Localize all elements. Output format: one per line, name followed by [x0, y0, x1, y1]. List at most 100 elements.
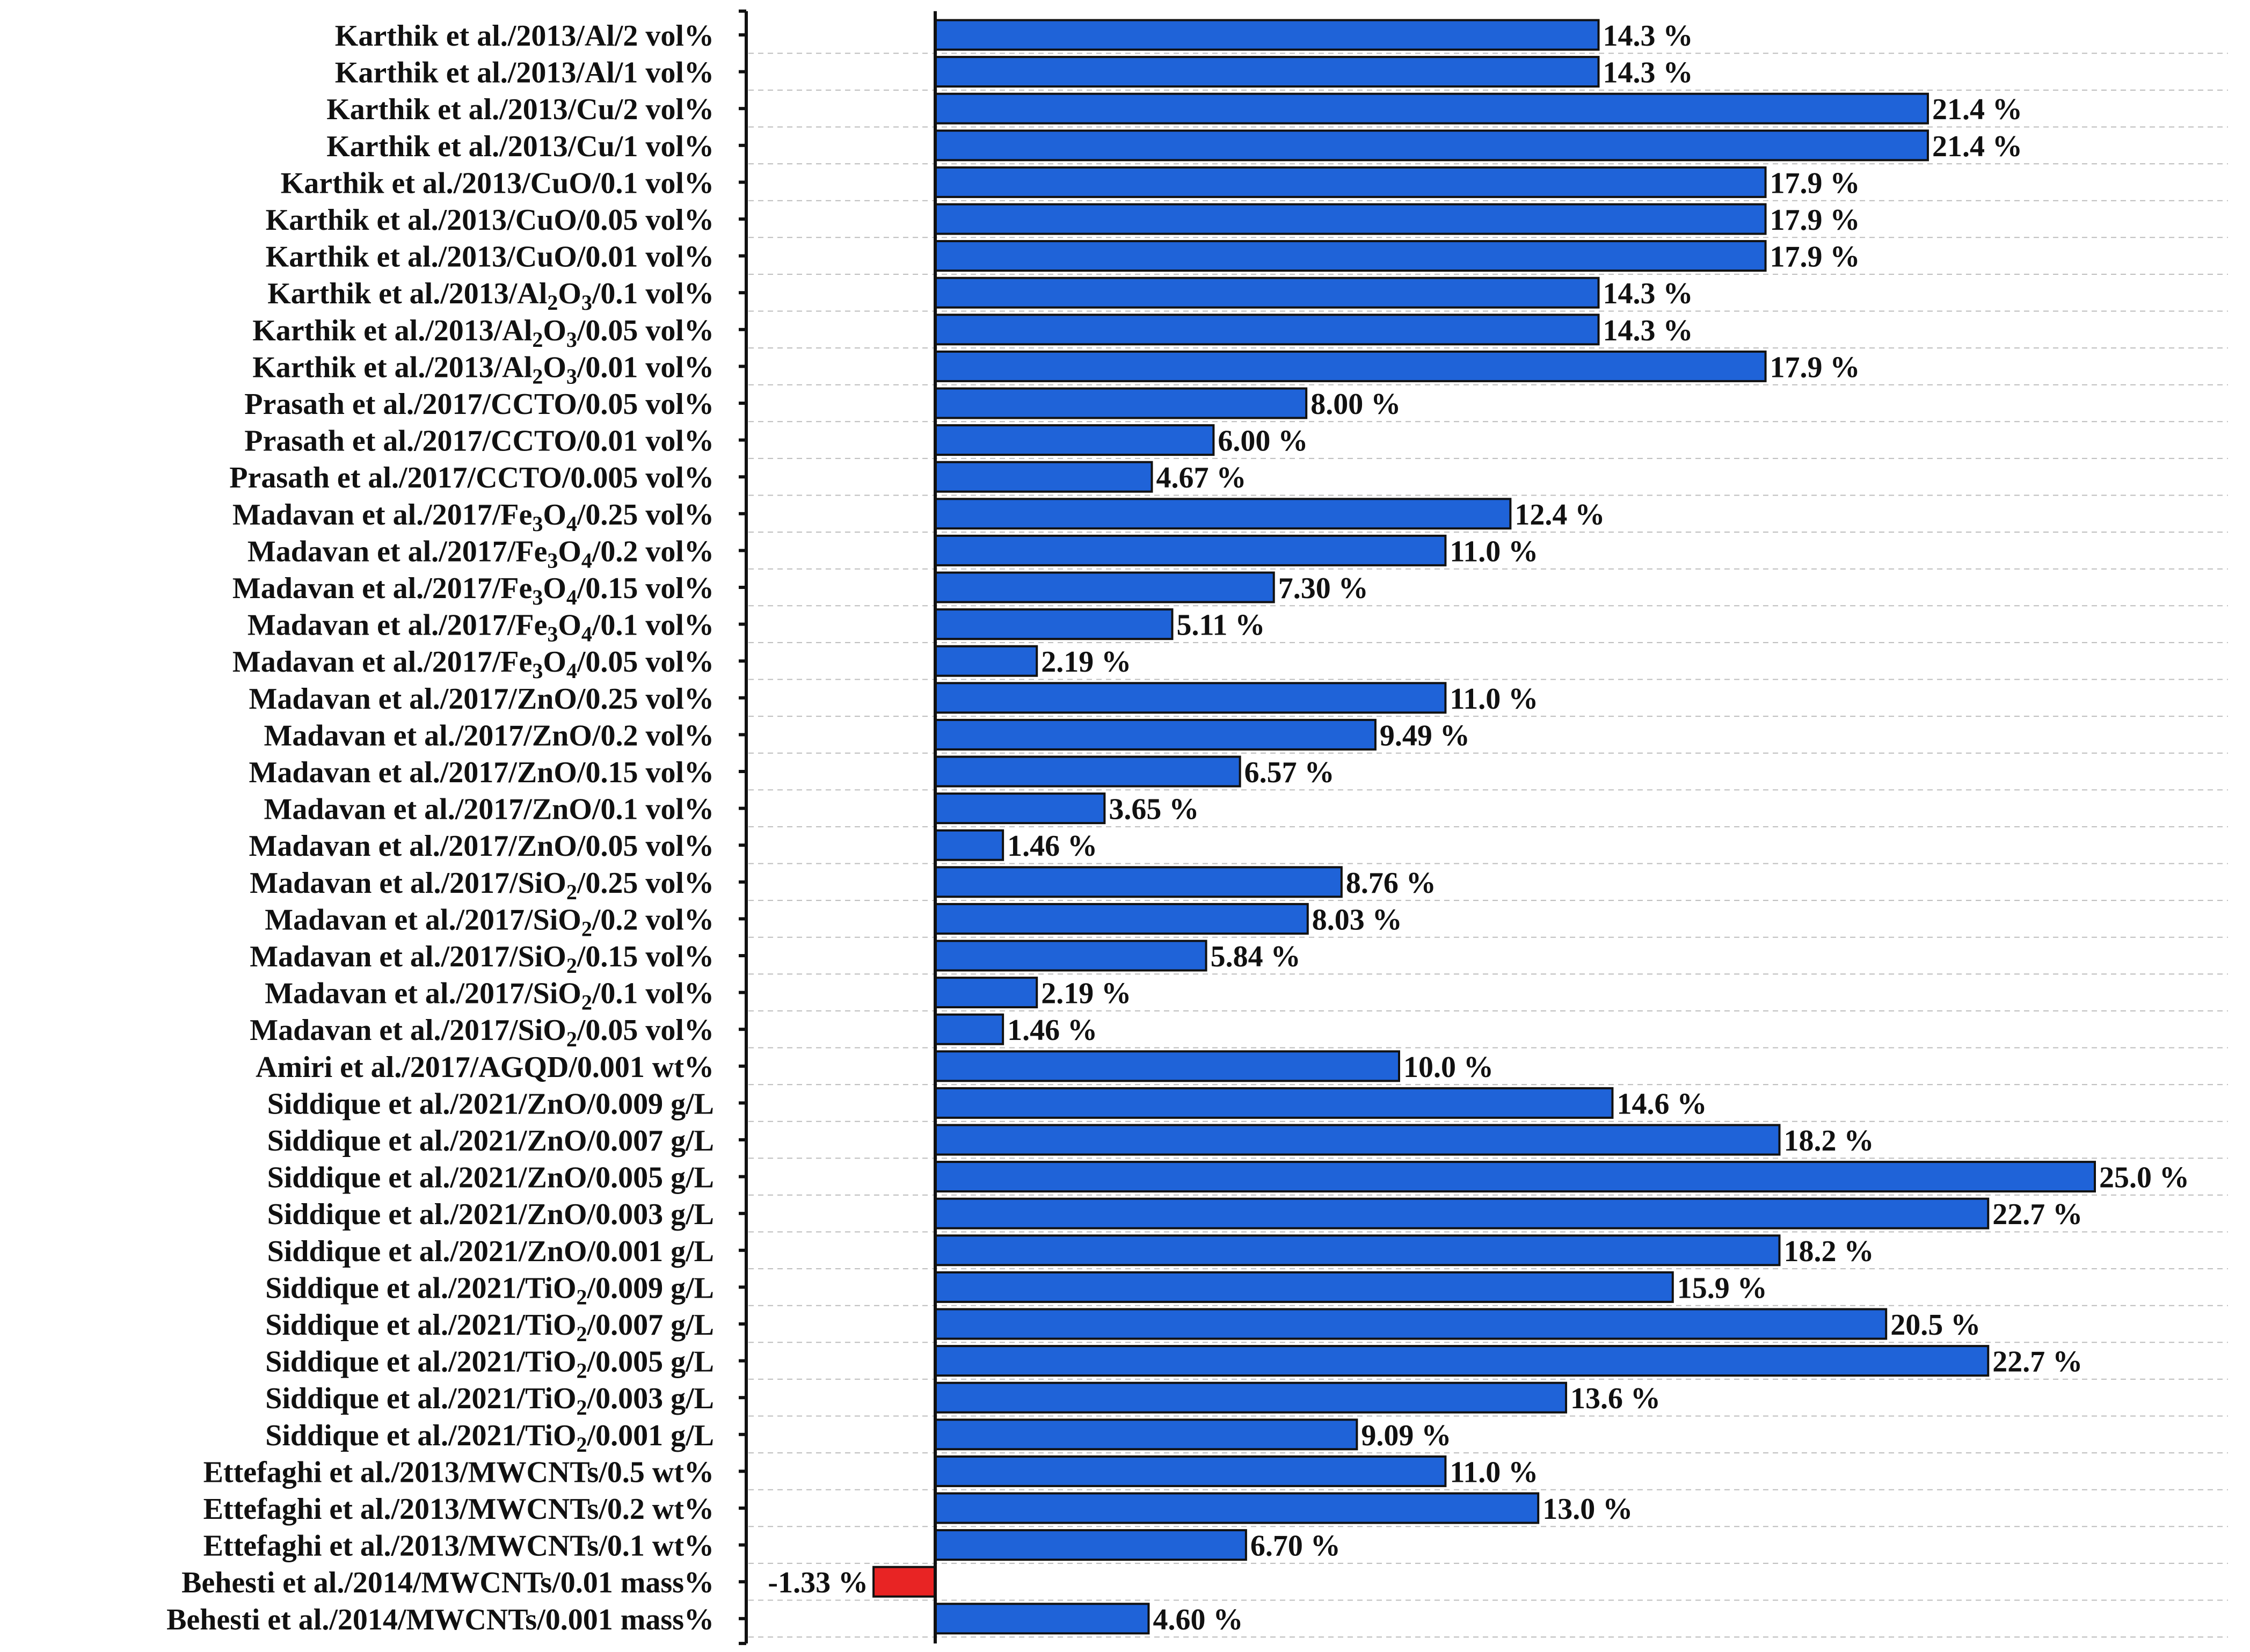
- value-label: 6.00 %: [1218, 425, 1308, 458]
- bar: [934, 1455, 1447, 1487]
- category-label: Siddique et al./2021/TiO2​/0.001 g/L: [265, 1419, 714, 1457]
- value-label: 15.9 %: [1677, 1271, 1767, 1305]
- value-label: 14.6 %: [1616, 1087, 1707, 1120]
- bar: [934, 1087, 1614, 1119]
- category-label: Siddique et al./2021/TiO2​/0.009 g/L: [265, 1271, 714, 1309]
- category-label: Madavan et al./2017/ZnO/0.1 vol%: [264, 793, 715, 826]
- category-label: Siddique et al./2021/ZnO/0.005 g/L: [267, 1161, 714, 1195]
- value-label: 14.3 %: [1603, 19, 1693, 53]
- bar: [934, 276, 1600, 309]
- bar: [934, 792, 1106, 825]
- category-label: Siddique et al./2021/ZnO/0.007 g/L: [267, 1124, 714, 1158]
- category-label: Siddique et al./2021/ZnO/0.009 g/L: [267, 1087, 714, 1120]
- category-label: Prasath et al./2017/CCTO/0.005 vol%: [229, 461, 714, 494]
- category-label: Behesti et al./2014/MWCNTs/0.001 mass%: [166, 1603, 714, 1636]
- category-label: Ettefaghi et al./2013/MWCNTs/0.2 wt%: [203, 1493, 714, 1526]
- bar: [934, 350, 1767, 382]
- bar: [934, 1603, 1150, 1635]
- value-label: 14.3 %: [1603, 277, 1693, 310]
- bar: [934, 1345, 1990, 1377]
- category-label: Karthik et al./2013/Cu/1 vol%: [326, 130, 714, 163]
- bar: [934, 1308, 1888, 1340]
- bar: [934, 56, 1600, 88]
- category-label: Karthik et al./2013/Al2​O3​/0.05 vol%: [252, 314, 714, 352]
- bar: [934, 1161, 2096, 1193]
- category-label: Madavan et al./2017/ZnO/0.05 vol%: [249, 829, 715, 863]
- bar: [934, 461, 1153, 493]
- bar: [934, 534, 1447, 566]
- value-label: 10.0 %: [1403, 1051, 1494, 1084]
- bar: [934, 755, 1241, 788]
- category-label: Madavan et al./2017/Fe3​O4​/0.2 vol%: [247, 535, 714, 572]
- value-label: 18.2 %: [1783, 1124, 1874, 1158]
- value-label: 25.0 %: [2099, 1161, 2189, 1195]
- category-labels: Karthik et al./2013/Al/2 vol%Karthik et …: [166, 19, 714, 1636]
- value-label: 5.84 %: [1211, 940, 1301, 973]
- value-label: 2.19 %: [1041, 645, 1131, 679]
- category-label: Madavan et al./2017/SiO2​/0.05 vol%: [250, 1014, 714, 1051]
- value-label: 21.4 %: [1932, 130, 2022, 163]
- value-label: 4.67 %: [1156, 461, 1246, 494]
- category-label: Prasath et al./2017/CCTO/0.05 vol%: [244, 388, 714, 421]
- value-label: 22.7 %: [1992, 1198, 2082, 1231]
- bar: [934, 203, 1767, 235]
- value-label: 4.60 %: [1153, 1603, 1243, 1636]
- value-label: 6.57 %: [1244, 756, 1335, 789]
- bar: [934, 682, 1447, 714]
- bar: [934, 903, 1309, 935]
- value-label: 5.11 %: [1177, 609, 1265, 642]
- bar: [934, 1013, 1004, 1045]
- bar: [934, 718, 1377, 751]
- value-label: -1.33 %: [768, 1566, 868, 1599]
- value-label: 1.46 %: [1007, 1014, 1097, 1047]
- bar: [934, 92, 1929, 125]
- bar: [934, 829, 1004, 861]
- category-label: Siddique et al./2021/TiO2​/0.003 g/L: [265, 1382, 714, 1420]
- category-label: Karthik et al./2013/Al2​O3​/0.1 vol%: [267, 277, 714, 315]
- value-label: 17.9 %: [1770, 351, 1860, 384]
- category-label: Karthik et al./2013/CuO/0.01 vol%: [266, 241, 714, 274]
- category-label: Karthik et al./2013/Al/2 vol%: [335, 19, 714, 53]
- value-label: 12.4 %: [1514, 498, 1605, 532]
- category-label: Madavan et al./2017/Fe3​O4​/0.05 vol%: [232, 645, 714, 683]
- value-label: 17.9 %: [1770, 166, 1860, 200]
- value-label: 3.65 %: [1109, 793, 1199, 826]
- value-labels: 14.3 %14.3 %21.4 %21.4 %17.9 %17.9 %17.9…: [768, 19, 2189, 1636]
- axes: [739, 9, 937, 1646]
- value-label: 9.49 %: [1380, 719, 1470, 752]
- bar: [934, 1418, 1358, 1451]
- value-label: 21.4 %: [1932, 93, 2022, 126]
- category-label: Madavan et al./2017/Fe3​O4​/0.1 vol%: [247, 609, 714, 646]
- category-label: Ettefaghi et al./2013/MWCNTs/0.1 wt%: [203, 1530, 714, 1563]
- category-label: Madavan et al./2017/SiO2​/0.15 vol%: [250, 940, 714, 978]
- bar: [934, 1529, 1247, 1561]
- bar: [934, 240, 1767, 272]
- bar: [934, 940, 1207, 972]
- bar: [934, 1050, 1400, 1082]
- value-label: 9.09 %: [1361, 1419, 1451, 1452]
- bar: [934, 1124, 1781, 1156]
- bar: [934, 1271, 1674, 1303]
- category-label: Siddique et al./2021/ZnO/0.001 g/L: [267, 1235, 714, 1268]
- bar: [934, 498, 1512, 530]
- category-label: Amiri et al./2017/AGQD/0.001 wt%: [256, 1051, 714, 1084]
- category-label: Siddique et al./2021/TiO2​/0.005 g/L: [265, 1345, 714, 1383]
- category-label: Madavan et al./2017/ZnO/0.15 vol%: [249, 756, 715, 789]
- bar: [934, 1234, 1781, 1267]
- bar: [934, 1492, 1540, 1524]
- category-label: Karthik et al./2013/CuO/0.1 vol%: [281, 166, 714, 200]
- category-label: Karthik et al./2013/Al/1 vol%: [335, 56, 714, 90]
- category-label: Madavan et al./2017/ZnO/0.25 vol%: [249, 682, 715, 716]
- category-label: Karthik et al./2013/CuO/0.05 vol%: [266, 203, 714, 237]
- grid-lines: [748, 53, 2228, 1638]
- bar: [934, 314, 1600, 346]
- value-label: 18.2 %: [1783, 1235, 1874, 1268]
- category-label: Madavan et al./2017/Fe3​O4​/0.25 vol%: [232, 498, 714, 536]
- category-label: Ettefaghi et al./2013/MWCNTs/0.5 wt%: [203, 1455, 714, 1489]
- value-label: 1.46 %: [1007, 829, 1097, 863]
- bar: [934, 129, 1929, 162]
- category-label: Madavan et al./2017/ZnO/0.2 vol%: [264, 719, 715, 752]
- value-label: 13.6 %: [1570, 1382, 1661, 1415]
